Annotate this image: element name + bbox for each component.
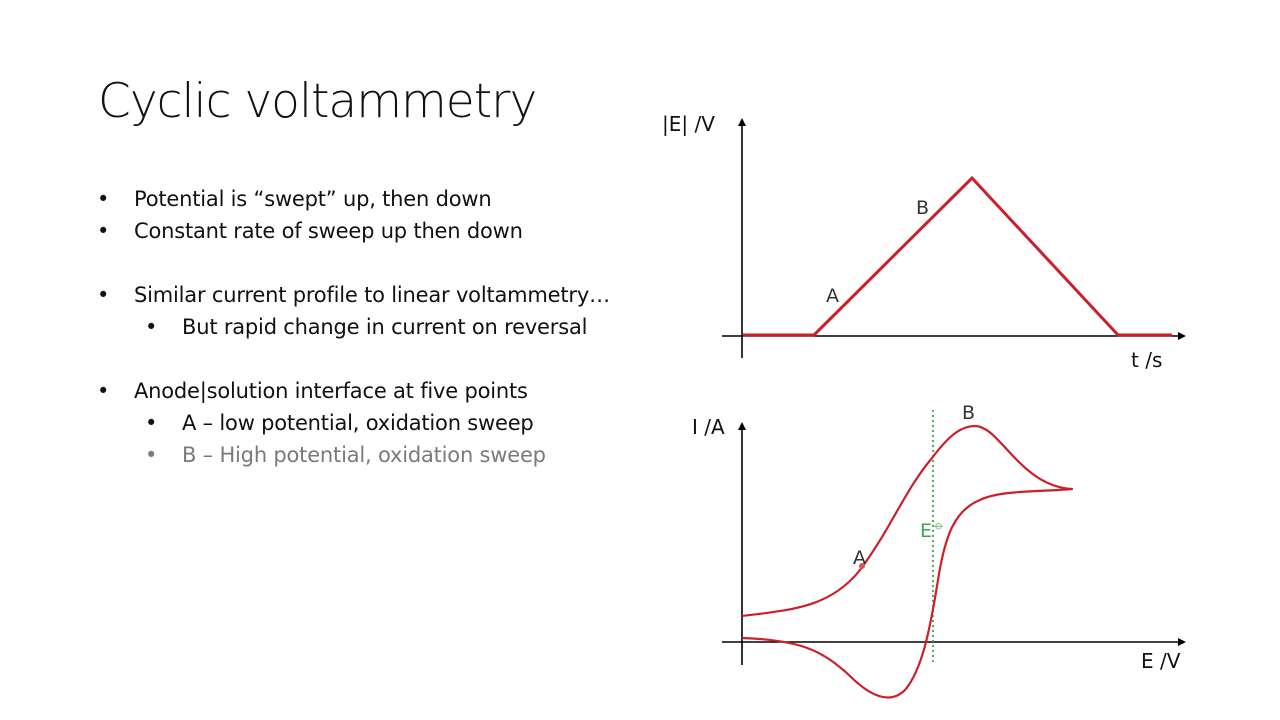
- point-a-label: A: [826, 285, 839, 307]
- bullet-text: Potential is “swept” up, then down: [134, 187, 492, 211]
- e-potential-axis-label: E /V: [1141, 649, 1181, 673]
- point-b-label: B: [916, 197, 929, 219]
- i-axis-label: I /A: [692, 415, 725, 439]
- bullet-marker: •: [97, 219, 110, 243]
- e-axis-label: |E| /V: [662, 112, 715, 136]
- bullet-marker: •: [97, 379, 110, 403]
- voltammogram-diagram: I /A E /V A B E ⦵: [692, 402, 1186, 699]
- bullet-marker: •: [145, 315, 158, 339]
- potential-time-diagram: |E| /V t /s A B: [662, 112, 1186, 372]
- bullet-text: Anode|solution interface at five points: [134, 379, 528, 403]
- curve-point-b-label: B: [962, 402, 975, 424]
- bullet-text: Similar current profile to linear voltam…: [134, 283, 610, 307]
- bullet-text: A – low potential, oxidation sweep: [182, 411, 534, 435]
- bullet-marker: •: [97, 283, 110, 307]
- curve-point-a-label: A: [853, 547, 866, 569]
- t-axis-label: t /s: [1131, 348, 1162, 372]
- bullet-text: Constant rate of sweep up then down: [134, 219, 523, 243]
- bullet-marker: •: [97, 187, 110, 211]
- voltammogram-curve: [741, 424, 1074, 699]
- point-a-marker: [859, 563, 865, 569]
- standard-potential-label: E: [920, 520, 932, 542]
- standard-potential-symbol: ⦵: [933, 517, 945, 533]
- bullet-text: But rapid change in current on reversal: [182, 315, 588, 339]
- bullet-marker: •: [145, 443, 158, 467]
- slide-title: Cyclic voltammetry: [98, 74, 537, 129]
- potential-sweep-line: [743, 175, 1172, 337]
- bullet-text: B – High potential, oxidation sweep: [182, 443, 546, 467]
- bullet-marker: •: [145, 411, 158, 435]
